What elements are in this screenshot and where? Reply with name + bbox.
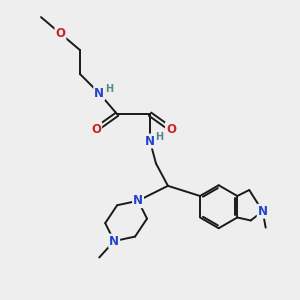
Text: N: N	[258, 205, 268, 218]
Text: H: H	[105, 84, 113, 94]
Text: O: O	[91, 123, 101, 136]
Text: N: N	[109, 235, 119, 248]
Text: O: O	[166, 123, 176, 136]
Text: N: N	[145, 134, 155, 148]
Text: O: O	[56, 27, 65, 40]
Text: N: N	[94, 87, 104, 100]
Text: N: N	[133, 194, 143, 207]
Text: H: H	[155, 132, 164, 142]
